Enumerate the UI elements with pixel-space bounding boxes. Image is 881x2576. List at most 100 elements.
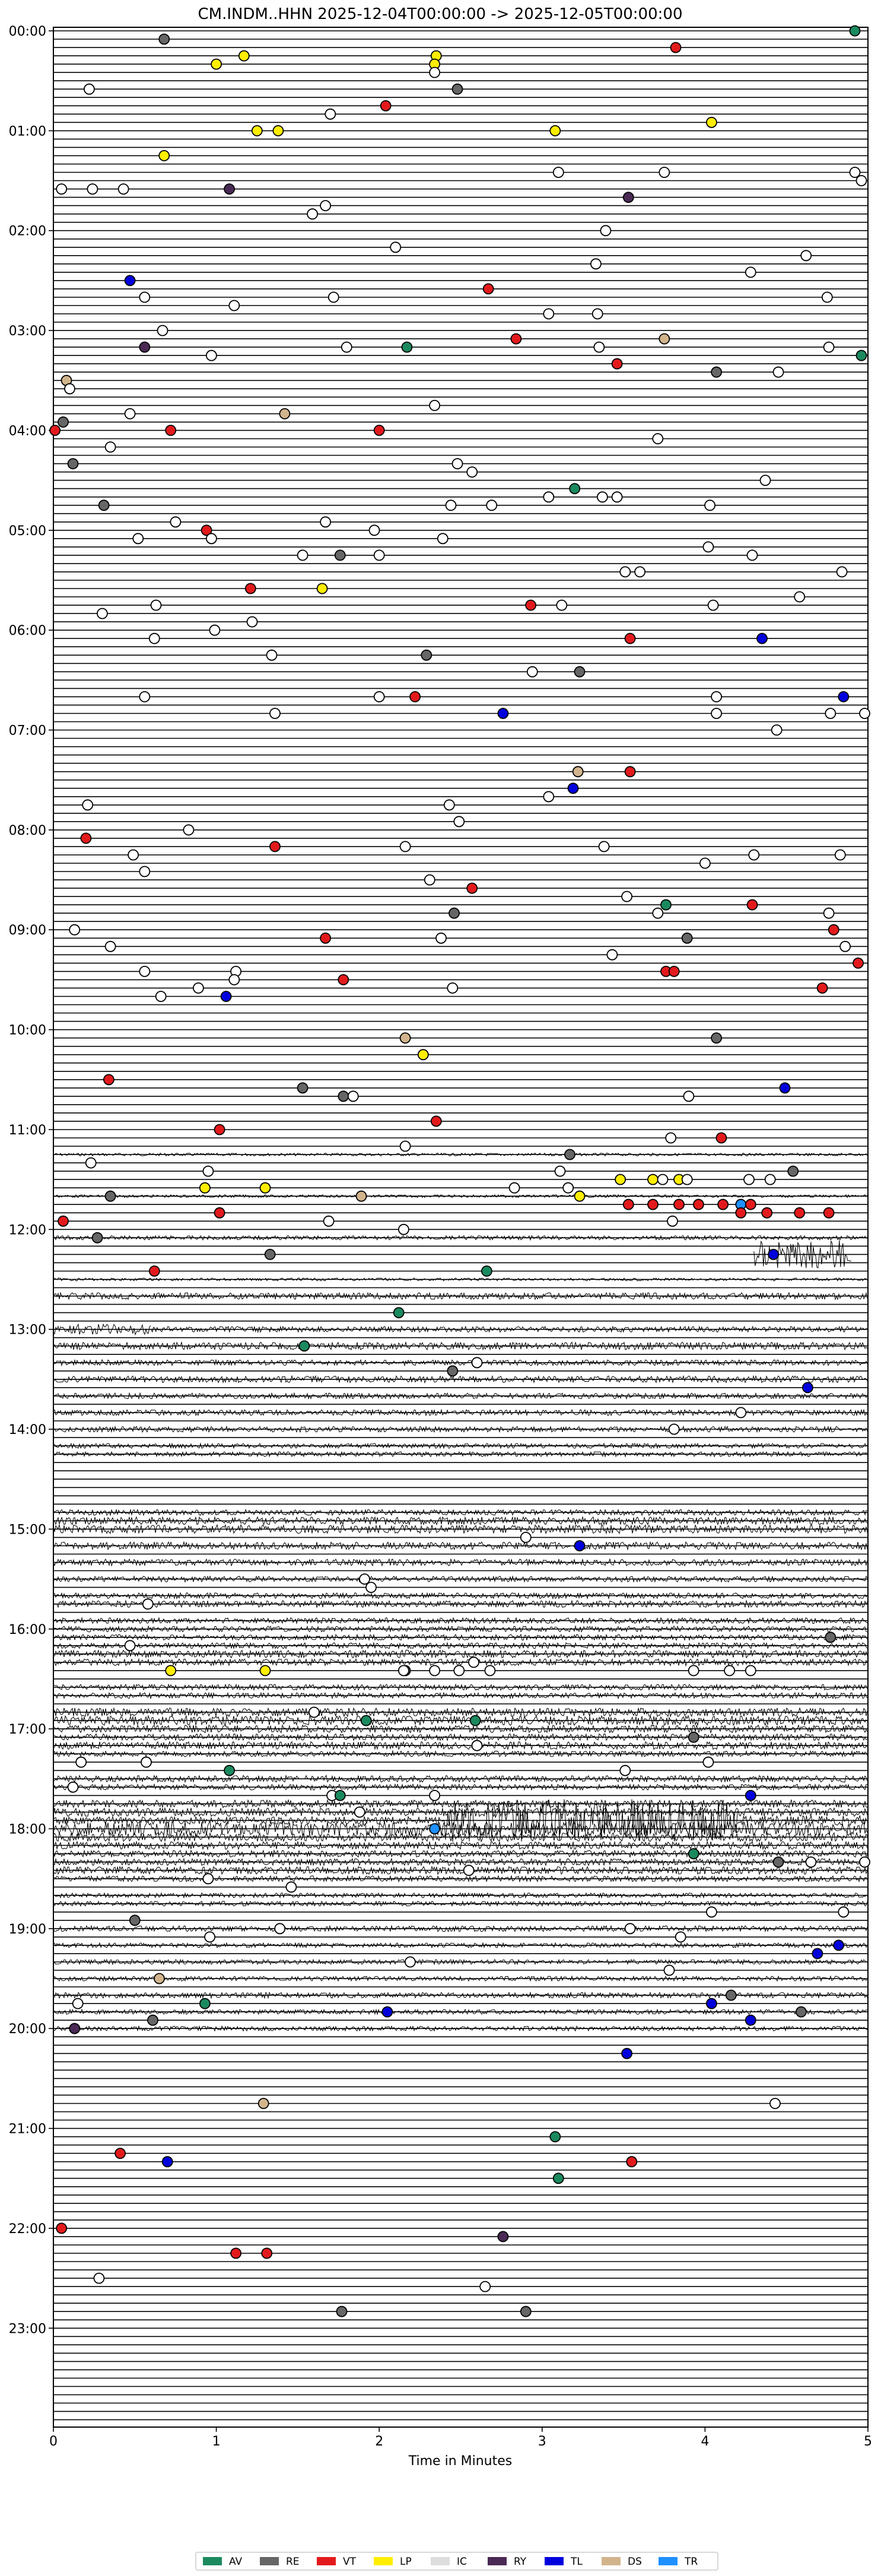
event-marker-vt <box>214 1124 225 1136</box>
event-marker-ic <box>508 1182 520 1194</box>
event-marker-ic <box>652 907 664 919</box>
x-axis: 0 1 2 3 4 5 <box>49 2427 872 2449</box>
event-marker-ic <box>711 691 722 702</box>
event-marker-vt <box>647 1198 659 1210</box>
event-marker-lp <box>647 1173 659 1185</box>
event-marker-tl <box>621 2047 632 2059</box>
event-marker-ic <box>204 1931 216 1943</box>
event-marker-ds <box>279 408 291 419</box>
event-marker-ic <box>468 1656 479 1668</box>
event-marker-ic <box>139 291 151 303</box>
trace-activity <box>53 1975 868 1982</box>
chart-title: CM.INDM..HHN 2025-12-04T00:00:00 -> 2025… <box>198 5 683 23</box>
event-marker-ic <box>667 1215 678 1227</box>
trace-activity <box>53 1875 868 1883</box>
trace-activity <box>53 1408 868 1417</box>
event-marker-ic <box>399 1140 411 1152</box>
event-marker-av <box>481 1265 492 1277</box>
trace-activity <box>151 1325 869 1334</box>
trace-activity <box>53 1925 868 1933</box>
event-marker-ic <box>821 291 833 303</box>
event-marker-ic <box>398 1223 409 1235</box>
legend-label-av: AV <box>229 2556 243 2568</box>
event-marker-re <box>449 907 460 919</box>
event-marker-re <box>564 1149 575 1160</box>
event-marker-vt <box>670 42 682 53</box>
legend-label-tl: TL <box>570 2556 583 2568</box>
event-marker-ic <box>706 1906 717 1918</box>
event-marker-ic <box>520 1531 532 1543</box>
trace-activity <box>53 1152 868 1157</box>
event-marker-ic <box>308 1706 320 1718</box>
y-tick-label: 17:00 <box>9 1722 46 1737</box>
event-marker-ic <box>365 1582 377 1594</box>
event-marker-ic <box>87 183 98 195</box>
x-tick-label: 5 <box>864 2434 872 2449</box>
y-tick-label: 01:00 <box>9 124 46 139</box>
legend-label-vt: VT <box>343 2556 357 2568</box>
event-marker-ic <box>839 940 851 952</box>
event-marker-lp <box>158 150 170 161</box>
y-tick-label: 08:00 <box>9 823 46 838</box>
event-marker-ic <box>104 940 116 952</box>
event-marker-ic <box>341 341 352 353</box>
event-marker-vt <box>103 1074 115 1086</box>
event-marker-re <box>711 366 722 378</box>
event-marker-lp <box>706 116 717 128</box>
event-marker-ic <box>471 1739 483 1751</box>
event-marker-vt <box>269 841 281 853</box>
event-marker-ic <box>453 1665 465 1677</box>
y-tick-label: 15:00 <box>9 1522 46 1537</box>
event-marker-re <box>334 549 346 561</box>
event-marker-ic <box>681 1173 693 1185</box>
event-marker-ic <box>699 857 711 869</box>
trace-activity <box>53 1900 868 1907</box>
event-marker-vt <box>373 425 385 436</box>
event-marker-ic <box>274 1923 286 1935</box>
trace-activity <box>53 1840 868 1850</box>
event-marker-ic <box>72 1998 84 2009</box>
event-marker-av <box>469 1715 481 1726</box>
legend-box <box>195 2552 718 2571</box>
event-marker-ic <box>83 83 95 95</box>
event-marker-ic <box>543 491 555 503</box>
event-marker-ic <box>724 1665 735 1677</box>
event-marker-tl <box>833 1939 844 1951</box>
event-marker-ic <box>155 991 167 1002</box>
event-marker-ic <box>429 1665 440 1677</box>
event-marker-tl <box>161 2156 173 2168</box>
trace-activity <box>53 1442 868 1449</box>
event-marker-ry <box>224 183 236 195</box>
event-marker-ic <box>405 1956 416 1968</box>
event-marker-ic <box>150 599 162 611</box>
trace-activity <box>53 1831 868 1843</box>
plot-frame <box>53 27 869 2428</box>
event-marker-re <box>67 458 79 469</box>
event-marker-av <box>199 1998 211 2009</box>
x-tick-label: 1 <box>212 2434 221 2449</box>
event-marker-ic <box>562 1182 574 1194</box>
trace-activity <box>53 1508 868 1516</box>
event-marker-re <box>58 416 69 428</box>
event-marker-ic <box>772 366 784 378</box>
event-marker-ic <box>373 549 385 561</box>
event-marker-vt <box>165 425 177 436</box>
y-axis: 00:00 01:00 02:00 03:00 04:00 05:00 06:00 07:00… <box>9 24 53 2336</box>
event-marker-ic <box>552 167 564 178</box>
x-tick-label: 3 <box>538 2434 546 2449</box>
event-marker-re <box>688 1731 699 1743</box>
event-marker-re <box>772 1856 784 1868</box>
x-tick-label: 2 <box>375 2434 383 2449</box>
event-marker-vt <box>794 1207 806 1219</box>
event-marker-ic <box>597 491 608 503</box>
legend-swatch-ds <box>602 2557 621 2565</box>
trace-activity <box>53 1194 868 1198</box>
y-tick-label: 14:00 <box>9 1423 46 1438</box>
event-marker-re <box>711 1032 722 1044</box>
event-marker-ic <box>593 341 605 353</box>
event-marker-vt <box>735 1207 747 1219</box>
event-marker-ic <box>836 566 848 578</box>
y-tick-label: 02:00 <box>9 224 46 239</box>
trace-activity <box>53 2008 868 2016</box>
event-marker-ic <box>859 1856 870 1868</box>
